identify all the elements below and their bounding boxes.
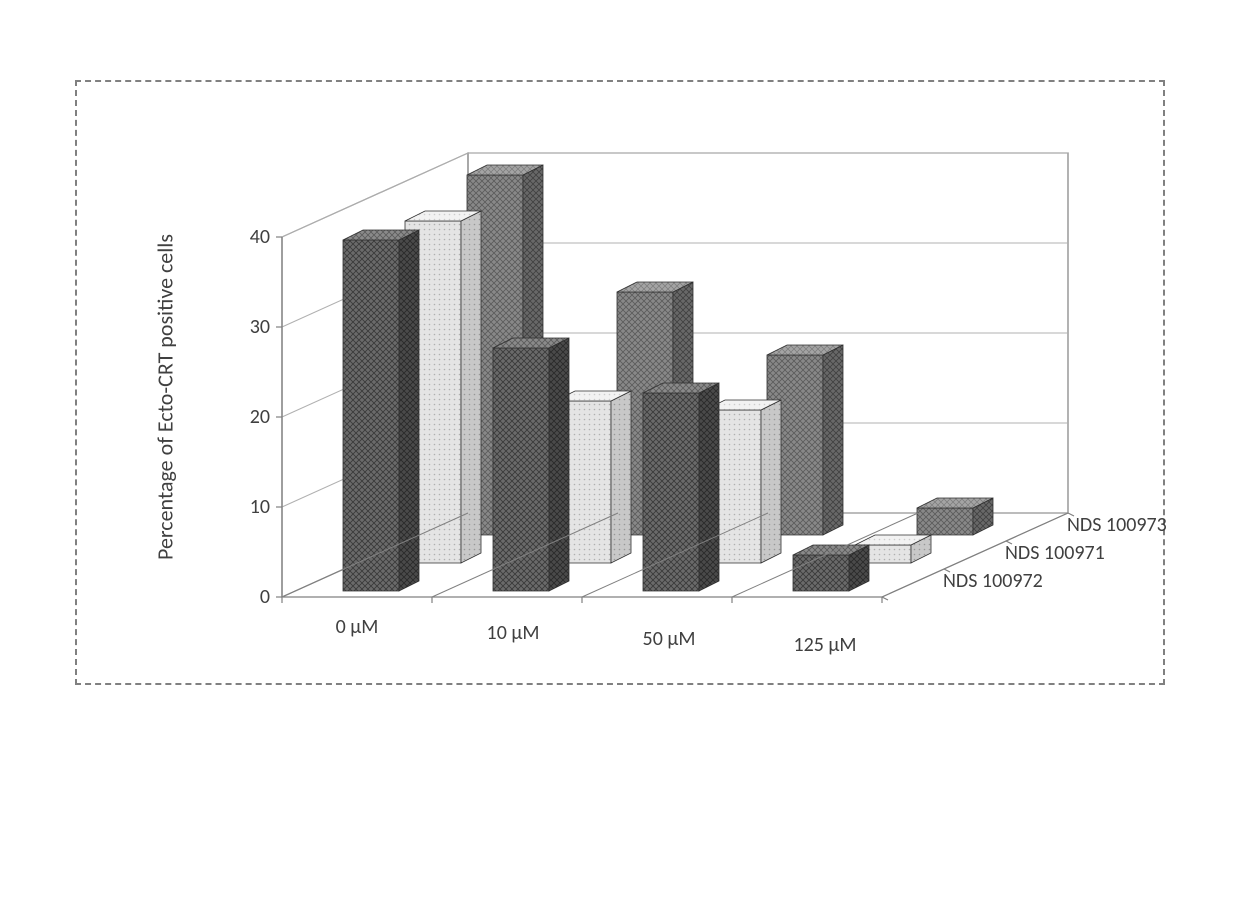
chart-frame: Percentage of Ecto-CRT positive cells 0 1… [75, 80, 1165, 685]
page: Percentage of Ecto-CRT positive cells 0 1… [0, 0, 1240, 905]
chart-bars [343, 165, 993, 591]
y-tick-label: 20 [230, 405, 270, 429]
series-label: NDS 100973 [1067, 513, 1167, 537]
series-label: NDS 100971 [1005, 541, 1105, 565]
y-tick-label: 40 [230, 225, 270, 249]
y-tick-label: 10 [230, 495, 270, 519]
x-tick-label: 50 µM [643, 627, 696, 651]
y-axis-label: Percentage of Ecto-CRT positive cells [152, 234, 179, 560]
series-label: NDS 100972 [943, 569, 1043, 593]
x-tick-label: 10 µM [487, 621, 540, 645]
x-tick-label: 0 µM [336, 615, 379, 639]
y-tick-label: 30 [230, 315, 270, 339]
x-tick-label: 125 µM [793, 633, 856, 657]
y-tick-label: 0 [230, 585, 270, 609]
